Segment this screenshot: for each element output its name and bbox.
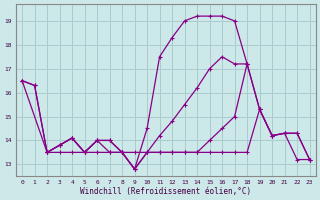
X-axis label: Windchill (Refroidissement éolien,°C): Windchill (Refroidissement éolien,°C) <box>80 187 252 196</box>
